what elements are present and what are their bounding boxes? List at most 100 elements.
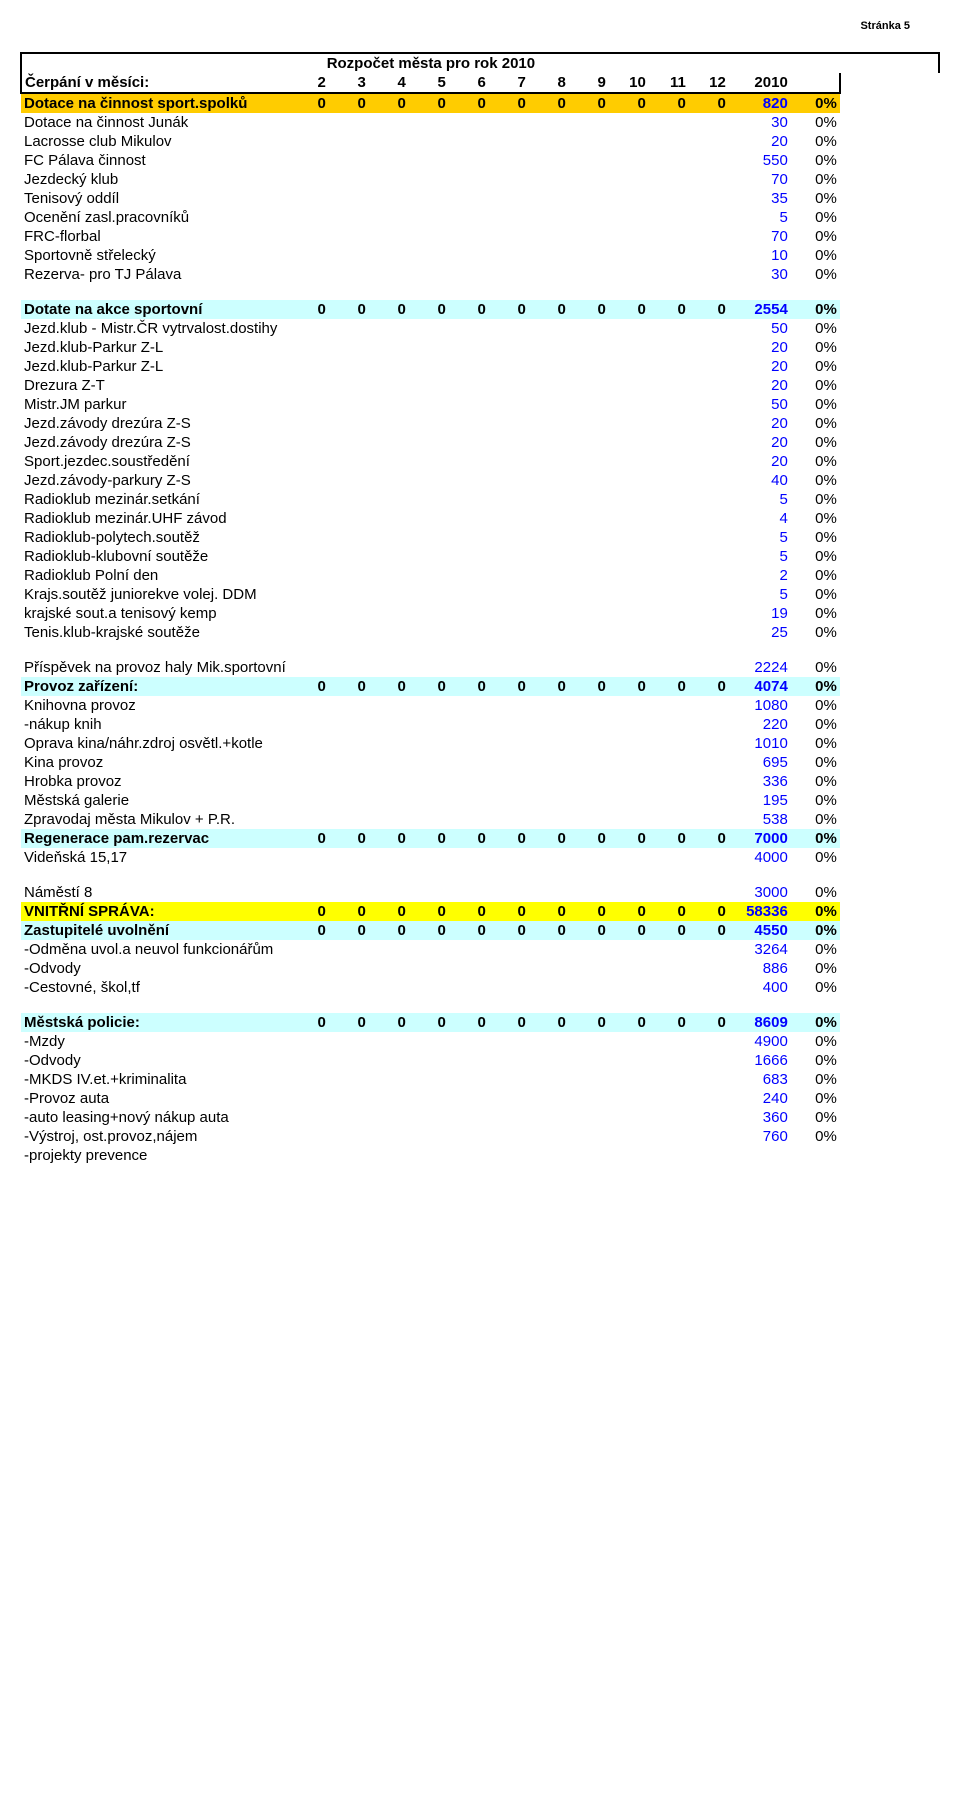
row-pct: 0% (791, 338, 840, 357)
row-label: -Odměna uvol.a neuvol funkcionářům (21, 940, 289, 959)
row-pct: 0% (791, 547, 840, 566)
row-total: 820 (729, 93, 791, 113)
table-row: Jezdecký klub700% (21, 170, 939, 189)
row-label: Jezd.závody drezúra Z-S (21, 414, 289, 433)
row-total (729, 1146, 791, 1165)
row-pct: 0% (791, 883, 840, 902)
row-pct: 0% (791, 1070, 840, 1089)
row-total: 30 (729, 113, 791, 132)
row-pct: 0% (791, 978, 840, 997)
row-total: 538 (729, 810, 791, 829)
table-row: -Provoz auta2400% (21, 1089, 939, 1108)
row-label: -MKDS IV.et.+kriminalita (21, 1070, 289, 1089)
row-total: 50 (729, 319, 791, 338)
row-label: -projekty prevence (21, 1146, 289, 1165)
table-row: Jezd.klub - Mistr.ČR vytrvalost.dostihy 5… (21, 319, 939, 338)
row-label: Radioklub mezinár.UHF závod (21, 509, 289, 528)
table-row: FRC-florbal700% (21, 227, 939, 246)
row-total: 1080 (729, 696, 791, 715)
row-pct: 0% (791, 753, 840, 772)
table-row: -Odvody8860% (21, 959, 939, 978)
row-total: 2554 (729, 300, 791, 319)
row-total: 400 (729, 978, 791, 997)
row-label: Tenisový oddíl (21, 189, 289, 208)
row-label: Jezd.závody drezúra Z-S (21, 433, 289, 452)
row-total: 760 (729, 1127, 791, 1146)
row-label: Hrobka provoz (21, 772, 289, 791)
row-pct: 0% (791, 509, 840, 528)
row-total: 1666 (729, 1051, 791, 1070)
row-label: -Výstroj, ost.provoz,nájem (21, 1127, 289, 1146)
row-pct: 0% (791, 585, 840, 604)
table-row: Knihovna provoz 10800% (21, 696, 939, 715)
row-pct: 0% (791, 93, 840, 113)
row-label: Knihovna provoz (21, 696, 289, 715)
row-total: 695 (729, 753, 791, 772)
row-label: Zpravodaj města Mikulov + P.R. (21, 810, 289, 829)
row-pct: 0% (791, 132, 840, 151)
table-row (21, 284, 939, 300)
row-label: -auto leasing+nový nákup auta (21, 1108, 289, 1127)
table-row: Dotate na akce sportovní0000000000025540… (21, 300, 939, 319)
table-row: Radioklub mezinár.setkání50% (21, 490, 939, 509)
row-pct: 0% (791, 829, 840, 848)
row-pct: 0% (791, 151, 840, 170)
row-total: 2224 (729, 658, 791, 677)
row-label: Náměstí 8 (21, 883, 289, 902)
row-total: 5 (729, 585, 791, 604)
row-label: Jezdecký klub (21, 170, 289, 189)
row-pct (791, 1146, 840, 1165)
table-row (21, 997, 939, 1013)
table-row: Tenisový oddíl350% (21, 189, 939, 208)
row-pct: 0% (791, 528, 840, 547)
row-label: Městská galerie (21, 791, 289, 810)
row-label: Jezd.závody-parkury Z-S (21, 471, 289, 490)
row-total: 5 (729, 528, 791, 547)
row-pct: 0% (791, 300, 840, 319)
row-total: 5 (729, 208, 791, 227)
table-row: Rezerva- pro TJ Pálava300% (21, 265, 939, 284)
row-label: Dotate na akce sportovní (21, 300, 289, 319)
row-total: 8609 (729, 1013, 791, 1032)
row-pct: 0% (791, 921, 840, 940)
table-row: -MKDS IV.et.+kriminalita 6830% (21, 1070, 939, 1089)
row-pct: 0% (791, 696, 840, 715)
row-total: 20 (729, 132, 791, 151)
row-label: Jezd.klub-Parkur Z-L (21, 338, 289, 357)
row-label: -Cestovné, škol,tf (21, 978, 289, 997)
row-total: 550 (729, 151, 791, 170)
row-total: 1010 (729, 734, 791, 753)
row-total: 40 (729, 471, 791, 490)
row-total: 683 (729, 1070, 791, 1089)
row-label: Jezd.klub-Parkur Z-L (21, 357, 289, 376)
table-row: -Mzdy49000% (21, 1032, 939, 1051)
row-label: Kina provoz (21, 753, 289, 772)
budget-table: Rozpočet města pro rok 2010 Čerpání v mě… (20, 52, 940, 1165)
row-pct: 0% (791, 1032, 840, 1051)
row-pct: 0% (791, 715, 840, 734)
table-row: Lacrosse club Mikulov200% (21, 132, 939, 151)
row-pct: 0% (791, 471, 840, 490)
row-pct: 0% (791, 113, 840, 132)
row-label: -nákup knih (21, 715, 289, 734)
table-row: Sportovně střelecký100% (21, 246, 939, 265)
row-label: krajské sout.a tenisový kemp (21, 604, 289, 623)
header-row: Čerpání v měsíci: 2 3 4 5 6 7 8 9 10 11 … (21, 73, 939, 93)
row-label: Příspěvek na provoz haly Mik.sportovní (21, 658, 289, 677)
table-row: Mistr.JM parkur500% (21, 395, 939, 414)
row-total: 240 (729, 1089, 791, 1108)
row-pct: 0% (791, 810, 840, 829)
row-label: FRC-florbal (21, 227, 289, 246)
row-pct: 0% (791, 414, 840, 433)
row-pct: 0% (791, 376, 840, 395)
row-total: 4074 (729, 677, 791, 696)
row-total: 4900 (729, 1032, 791, 1051)
row-total: 336 (729, 772, 791, 791)
row-total: 70 (729, 227, 791, 246)
table-row: -auto leasing+nový nákup auta3600% (21, 1108, 939, 1127)
row-pct: 0% (791, 170, 840, 189)
table-row: Radioklub mezinár.UHF závod40% (21, 509, 939, 528)
row-total: 7000 (729, 829, 791, 848)
row-label: Sportovně střelecký (21, 246, 289, 265)
row-label: Jezd.klub - Mistr.ČR vytrvalost.dostihy (21, 319, 289, 338)
